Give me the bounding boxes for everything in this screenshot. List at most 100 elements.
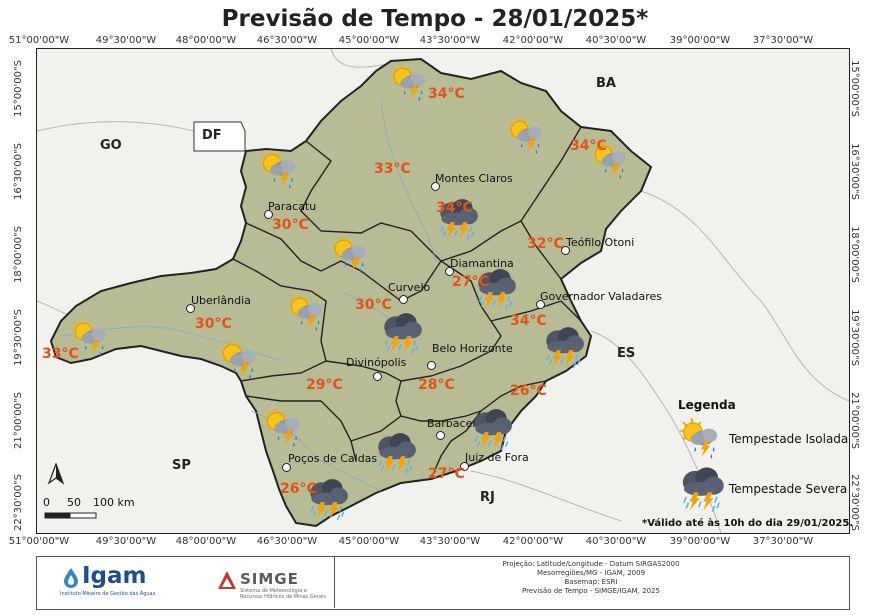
temperature-label: 34°C (510, 313, 547, 329)
city-marker (186, 304, 195, 313)
city-label: Teófilo Otoni (566, 236, 635, 249)
city-marker (561, 246, 570, 255)
region-label-df: DF (202, 128, 222, 143)
city-marker (445, 267, 454, 276)
city-marker (460, 462, 469, 471)
lat-label: 19°30'00"S (848, 309, 860, 366)
lat-label: 21°00'00"S (12, 392, 24, 449)
city-marker (427, 361, 436, 370)
isolated-storm-icon (218, 338, 262, 382)
legend-isolated-icon (678, 416, 724, 462)
map-title: Previsão de Tempo - 28/01/2025* (221, 6, 649, 32)
igam-logo-drops-icon (64, 568, 78, 588)
lat-label: 19°30'00"S (12, 309, 24, 366)
temperature-label: 33°C (374, 161, 411, 177)
footer-panel (36, 556, 850, 610)
lon-label: 45°00'00"W (338, 536, 400, 547)
temperature-label: 29°C (306, 377, 343, 393)
lat-label: 18°00'00"S (12, 226, 24, 283)
lat-label: 18°00'00"S (848, 226, 860, 283)
lon-label: 43°30'00"W (419, 35, 481, 46)
city-marker (282, 463, 291, 472)
scale-tick-100: 100 km (93, 496, 135, 509)
isolated-storm-icon (389, 62, 431, 104)
temperature-label: 30°C (355, 297, 392, 313)
city-marker (536, 300, 545, 309)
credit-line: Basemap: ESRI (564, 578, 618, 586)
simge-logo-subtitle: Sistema de Meteorologia e Recursos Hídri… (240, 588, 326, 600)
footer-divider (334, 556, 335, 608)
df-polygon (193, 121, 246, 152)
region-label-ba: BA (596, 76, 616, 91)
temperature-label: 30°C (272, 217, 309, 233)
temperature-label: 27°C (428, 466, 465, 482)
city-label: Uberlândia (191, 294, 251, 307)
temperature-label: 34°C (570, 138, 607, 154)
igam-logo-subtitle: Instituto Mineiro de Gestão das Águas (60, 591, 156, 597)
lon-label: 40°30'00"W (585, 35, 647, 46)
simge-logo-text: SIMGE (240, 570, 299, 588)
city-label: Montes Claros (435, 172, 513, 185)
temperature-label: 34°C (428, 86, 465, 102)
temperature-label: 28°C (418, 377, 455, 393)
city-label: Diamantina (450, 257, 514, 270)
scale-bar (44, 512, 97, 519)
city-label: Divinópolis (346, 356, 407, 369)
legend-severe-label: Tempestade Severa (729, 482, 848, 496)
legend-title: Legenda (678, 398, 736, 412)
validity-note: *Válido até às 10h do dia 29/01/2025. (642, 518, 854, 529)
simge-logo-icon (218, 571, 236, 589)
credit-line: Projeção: Latitude/Longitude - Datum SIR… (502, 560, 680, 568)
lon-label: 37°30'00"W (752, 35, 814, 46)
temperature-label: 33°C (42, 346, 79, 362)
region-label-es: ES (617, 346, 636, 361)
lon-label: 37°30'00"W (752, 536, 814, 547)
map-frame (36, 48, 850, 534)
city-marker (373, 372, 382, 381)
lat-label: 15°00'00"S (12, 60, 24, 117)
city-label: Poços de Caldas (288, 452, 378, 465)
legend-severe-icon (676, 464, 726, 514)
lon-label: 51°00'00"W (8, 536, 70, 547)
city-marker (436, 431, 445, 440)
lon-label: 40°30'00"W (585, 536, 647, 547)
lat-label: 16°30'00"S (848, 143, 860, 200)
legend-isolated-label: Tempestade Isolada (729, 432, 849, 446)
lat-label: 16°30'00"S (12, 143, 24, 200)
lat-label: 15°00'00"S (848, 60, 860, 117)
city-label: Belo Horizonte (432, 342, 513, 355)
lon-label: 42°00'00"W (502, 35, 564, 46)
lon-label: 46°30'00"W (256, 35, 318, 46)
isolated-storm-icon (286, 292, 328, 334)
lon-label: 43°30'00"W (419, 536, 481, 547)
city-marker (264, 210, 273, 219)
lon-label: 46°30'00"W (256, 536, 318, 547)
city-label: Governador Valadares (540, 290, 663, 303)
temperature-label: 27°C (452, 274, 489, 290)
city-label: Curvelo (388, 281, 431, 294)
isolated-storm-icon (330, 234, 372, 276)
temperature-label: 26°C (280, 481, 317, 497)
lat-label: 21°00'00"S (848, 392, 860, 449)
temperature-label: 30°C (195, 316, 232, 332)
isolated-storm-icon (262, 406, 306, 450)
severe-storm-icon (540, 324, 586, 370)
isolated-storm-icon (506, 115, 548, 157)
map-canvas (37, 49, 849, 533)
lon-label: 49°30'00"W (95, 35, 157, 46)
lon-label: 48°00'00"W (175, 536, 237, 547)
region-label-rj: RJ (480, 490, 495, 505)
city-label: Juiz de Fora (465, 451, 529, 464)
minas-gerais-shape (49, 57, 653, 528)
city-marker (399, 295, 408, 304)
lat-label: 22°30'00"S (12, 474, 24, 531)
temperature-label: 32°C (527, 236, 564, 252)
isolated-storm-icon (258, 148, 302, 192)
map-credits: Projeção: Latitude/Longitude - Datum SIR… (334, 560, 848, 596)
temperature-label: 34°C (436, 200, 473, 216)
lon-label: 42°00'00"W (502, 536, 564, 547)
lon-label: 39°00'00"W (669, 35, 731, 46)
severe-storm-icon (468, 406, 514, 452)
temperature-label: 26°C (510, 383, 547, 399)
credit-line: Previsão de Tempo - SIMGE/IGAM, 2025 (522, 587, 660, 595)
